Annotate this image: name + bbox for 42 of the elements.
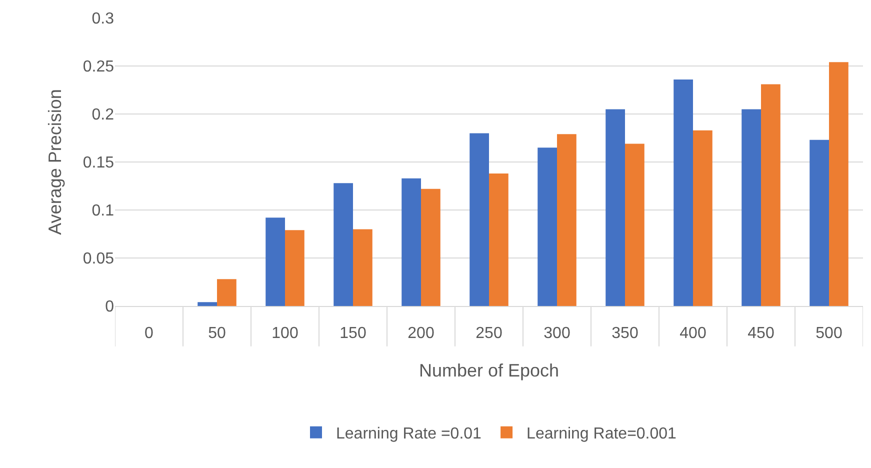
- bar: [557, 134, 576, 306]
- bar: [538, 148, 557, 306]
- bar: [402, 178, 421, 306]
- y-tick-label: 0.2: [92, 106, 114, 124]
- x-tick-label: 200: [408, 325, 434, 342]
- y-axis-title: Average Precision: [45, 89, 66, 235]
- bar: [606, 109, 625, 306]
- x-tick-label: 0: [144, 325, 154, 342]
- bar: [693, 130, 712, 306]
- bar: [625, 144, 644, 306]
- legend-label: Learning Rate=0.001: [526, 426, 677, 443]
- bar: [198, 302, 217, 306]
- bar: [810, 140, 829, 306]
- x-tick-label: 100: [272, 325, 298, 342]
- x-tick-label: 150: [340, 325, 366, 342]
- x-tick-label: 450: [748, 325, 774, 342]
- bar: [334, 183, 353, 306]
- bar: [470, 133, 489, 306]
- y-tick-label: 0.1: [92, 202, 114, 220]
- bar: [761, 84, 780, 306]
- x-tick-label: 50: [208, 325, 226, 342]
- bar: [489, 174, 508, 306]
- legend-label: Learning Rate =0.01: [336, 426, 482, 443]
- x-tick-label: 250: [476, 325, 502, 342]
- bar: [421, 188, 440, 306]
- bar: [285, 230, 304, 306]
- y-tick-label: 0.25: [82, 58, 114, 76]
- x-tick-label: 350: [612, 325, 638, 342]
- bar: [266, 218, 285, 306]
- x-axis-title: Number of Epoch: [418, 360, 560, 380]
- y-tick-label: 0.05: [82, 250, 114, 268]
- bar: [217, 279, 236, 306]
- bar: [829, 62, 848, 306]
- x-tick-label: 400: [680, 325, 706, 342]
- x-tick-label: 300: [544, 325, 570, 342]
- bar: [742, 109, 761, 306]
- y-tick-label: 0.3: [92, 10, 114, 28]
- y-tick-label: 0.15: [82, 154, 114, 172]
- bar: [674, 79, 693, 306]
- y-tick-label: 0: [105, 298, 114, 316]
- x-tick-label: 500: [816, 325, 842, 342]
- bar: [353, 229, 372, 306]
